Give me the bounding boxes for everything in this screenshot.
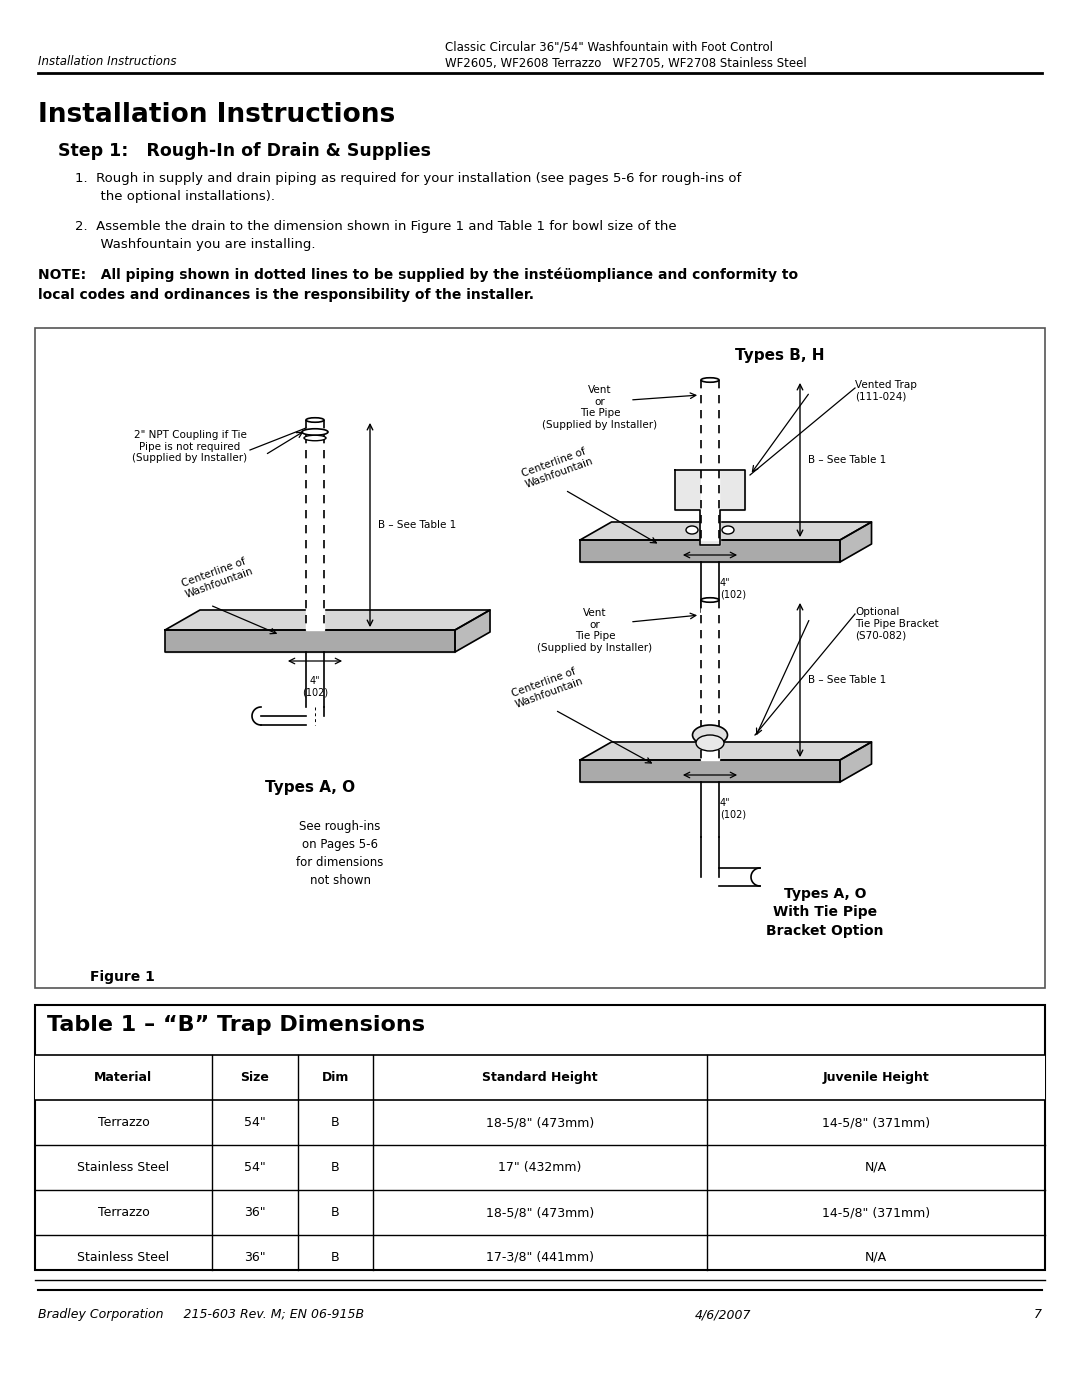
Ellipse shape	[303, 436, 326, 440]
Text: Vent
or
Tie Pipe
(Supplied by Installer): Vent or Tie Pipe (Supplied by Installer)	[542, 386, 658, 430]
Text: Stainless Steel: Stainless Steel	[78, 1250, 170, 1264]
Bar	[35, 1055, 1045, 1099]
Ellipse shape	[701, 377, 719, 383]
Polygon shape	[701, 380, 719, 541]
Polygon shape	[580, 742, 872, 760]
Text: B: B	[332, 1116, 340, 1129]
Ellipse shape	[692, 725, 728, 745]
Text: 7: 7	[1034, 1308, 1042, 1322]
Text: 2.  Assemble the drain to the dimension shown in Figure 1 and Table 1 for bowl s: 2. Assemble the drain to the dimension s…	[75, 219, 677, 251]
Polygon shape	[306, 420, 324, 630]
Polygon shape	[840, 522, 872, 562]
Text: Types B, H: Types B, H	[735, 348, 825, 363]
Text: Step 1:   Rough-In of Drain & Supplies: Step 1: Rough-In of Drain & Supplies	[58, 142, 431, 161]
Polygon shape	[580, 522, 872, 541]
Ellipse shape	[723, 527, 734, 534]
Polygon shape	[165, 610, 490, 630]
Text: Centerline of
Washfountain: Centerline of Washfountain	[510, 665, 584, 710]
Text: Vented Trap
(111-024): Vented Trap (111-024)	[855, 380, 917, 401]
Text: 18-5/8" (473mm): 18-5/8" (473mm)	[486, 1116, 594, 1129]
Text: Types A, O: Types A, O	[265, 780, 355, 795]
Text: Optional
Tie Pipe Bracket
(S70-082): Optional Tie Pipe Bracket (S70-082)	[855, 608, 939, 640]
Text: Installation Instructions: Installation Instructions	[38, 102, 395, 129]
Text: 17-3/8" (441mm): 17-3/8" (441mm)	[486, 1250, 594, 1264]
Polygon shape	[701, 599, 719, 760]
Bar	[35, 1004, 1045, 1270]
Text: WF2605, WF2608 Terrazzo   WF2705, WF2708 Stainless Steel: WF2605, WF2608 Terrazzo WF2705, WF2708 S…	[445, 57, 807, 70]
Text: local codes and ordinances is the responsibility of the installer.: local codes and ordinances is the respon…	[38, 288, 534, 302]
Text: NOTE:   All piping shown in dotted lines to be supplied by the instéüompliance a: NOTE: All piping shown in dotted lines t…	[38, 268, 798, 282]
Text: 4"
(102): 4" (102)	[302, 676, 328, 697]
Text: Centerline of
Washfountain: Centerline of Washfountain	[519, 446, 595, 490]
Text: Juvenile Height: Juvenile Height	[823, 1071, 929, 1084]
Text: Dim: Dim	[322, 1071, 349, 1084]
Text: Vent
or
Tie Pipe
(Supplied by Installer): Vent or Tie Pipe (Supplied by Installer)	[538, 608, 652, 652]
Ellipse shape	[696, 735, 724, 752]
Ellipse shape	[302, 429, 328, 436]
Text: 1.  Rough in supply and drain piping as required for your installation (see page: 1. Rough in supply and drain piping as r…	[75, 172, 741, 203]
Text: 18-5/8" (473mm): 18-5/8" (473mm)	[486, 1206, 594, 1220]
Text: B: B	[332, 1250, 340, 1264]
Text: Size: Size	[240, 1071, 269, 1084]
Polygon shape	[580, 760, 840, 782]
Text: 2" NPT Coupling if Tie
Pipe is not required
(Supplied by Installer): 2" NPT Coupling if Tie Pipe is not requi…	[133, 430, 247, 464]
Text: 54": 54"	[244, 1116, 266, 1129]
Text: Classic Circular 36"/54" Washfountain with Foot Control: Classic Circular 36"/54" Washfountain wi…	[445, 41, 773, 53]
Text: Table 1 – “B” Trap Dimensions: Table 1 – “B” Trap Dimensions	[48, 1016, 426, 1035]
Text: 14-5/8" (371mm): 14-5/8" (371mm)	[822, 1116, 930, 1129]
Text: 17" (432mm): 17" (432mm)	[498, 1161, 582, 1173]
Text: B – See Table 1: B – See Table 1	[808, 455, 887, 465]
Text: 36": 36"	[244, 1206, 266, 1220]
Text: Bradley Corporation     215-603 Rev. M; EN 06-915B: Bradley Corporation 215-603 Rev. M; EN 0…	[38, 1308, 364, 1322]
Text: B – See Table 1: B – See Table 1	[808, 675, 887, 685]
Text: Figure 1: Figure 1	[90, 970, 154, 983]
Text: Types A, O
With Tie Pipe
Bracket Option: Types A, O With Tie Pipe Bracket Option	[766, 887, 883, 937]
Text: See rough-ins
on Pages 5-6
for dimensions
not shown: See rough-ins on Pages 5-6 for dimension…	[296, 820, 383, 887]
Text: 4"
(102): 4" (102)	[720, 798, 746, 820]
Polygon shape	[580, 541, 840, 562]
Ellipse shape	[306, 418, 324, 422]
Text: Stainless Steel: Stainless Steel	[78, 1161, 170, 1173]
Text: Installation Instructions: Installation Instructions	[38, 54, 176, 68]
Polygon shape	[840, 742, 872, 782]
Text: Terrazzo: Terrazzo	[97, 1116, 149, 1129]
Polygon shape	[455, 610, 490, 652]
Text: 4/6/2007: 4/6/2007	[696, 1308, 752, 1322]
Text: B: B	[332, 1161, 340, 1173]
Text: N/A: N/A	[865, 1250, 887, 1264]
Text: 4"
(102): 4" (102)	[720, 578, 746, 599]
Text: Terrazzo: Terrazzo	[97, 1206, 149, 1220]
Polygon shape	[675, 469, 745, 545]
Ellipse shape	[701, 598, 719, 602]
Bar	[35, 328, 1045, 988]
Text: Material: Material	[94, 1071, 152, 1084]
Text: 14-5/8" (371mm): 14-5/8" (371mm)	[822, 1206, 930, 1220]
Polygon shape	[165, 630, 455, 652]
Text: 36": 36"	[244, 1250, 266, 1264]
Text: B – See Table 1: B – See Table 1	[378, 520, 456, 529]
Text: Centerline of
Washfountain: Centerline of Washfountain	[180, 555, 255, 599]
Text: 54": 54"	[244, 1161, 266, 1173]
Ellipse shape	[686, 527, 698, 534]
Text: B: B	[332, 1206, 340, 1220]
Text: Standard Height: Standard Height	[482, 1071, 598, 1084]
Text: N/A: N/A	[865, 1161, 887, 1173]
